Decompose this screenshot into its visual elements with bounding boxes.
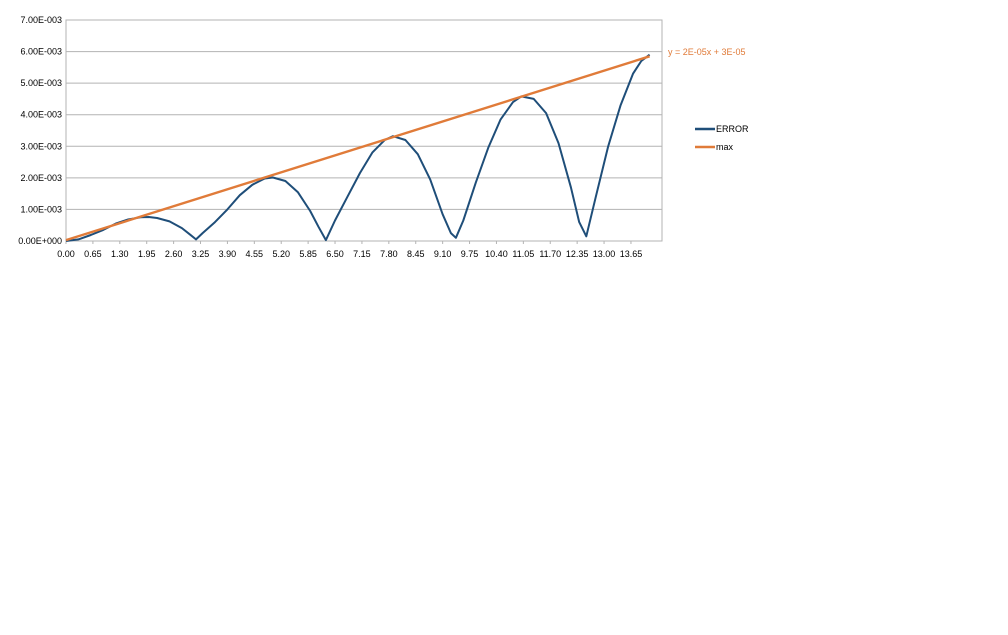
x-tick-label: 5.20 xyxy=(272,249,290,259)
plot-area xyxy=(65,19,663,242)
y-axis-tick-labels: 0.00E+000 1.00E-003 2.00E-003 3.00E-003 4.00… xyxy=(18,15,62,246)
series-line-error xyxy=(65,53,651,242)
legend-label: max xyxy=(716,142,734,152)
x-tick-label: 9.10 xyxy=(434,249,452,259)
annotations: y = 2E-05x + 3E-05 xyxy=(668,47,746,57)
legend-label: ERROR xyxy=(716,124,749,134)
x-tick-label: 1.30 xyxy=(111,249,129,259)
y-tick-label: 2.00E-003 xyxy=(20,173,62,183)
y-tick-label: 1.00E-003 xyxy=(20,204,62,214)
trendline-equation: y = 2E-05x + 3E-05 xyxy=(668,47,746,57)
y-tick-label: 6.00E-003 xyxy=(20,47,62,57)
x-tick-label: 12.35 xyxy=(566,249,589,259)
x-tick-label: 8.45 xyxy=(407,249,425,259)
x-tick-label: 13.65 xyxy=(620,249,643,259)
x-tick-label: 11.70 xyxy=(539,249,561,259)
y-tick-label: 4.00E-003 xyxy=(20,110,62,120)
x-tick-label: 0.00 xyxy=(57,249,75,259)
y-tick-label: 3.00E-003 xyxy=(20,141,62,151)
y-tick-label: 5.00E-003 xyxy=(20,78,62,88)
y-tick-label: 7.00E-003 xyxy=(20,15,62,25)
x-tick-label: 7.80 xyxy=(380,249,398,259)
y-tick-label: 0.00E+000 xyxy=(18,236,62,246)
x-tick-label: 1.95 xyxy=(138,249,156,259)
x-tick-label: 10.40 xyxy=(485,249,508,259)
x-tick-label: 0.65 xyxy=(84,249,102,259)
x-tick-label: 3.25 xyxy=(192,249,210,259)
x-axis-tick-labels: 0.00 0.65 1.30 1.95 2.60 3.25 3.90 4.55 5.20 5.85… xyxy=(57,241,642,259)
x-tick-label: 2.60 xyxy=(165,249,183,259)
legend: ERROR max xyxy=(695,124,749,152)
x-tick-label: 13.00 xyxy=(593,249,616,259)
x-tick-label: 6.50 xyxy=(326,249,344,259)
x-tick-label: 11.05 xyxy=(512,249,534,259)
x-tick-label: 7.15 xyxy=(353,249,371,259)
x-tick-label: 4.55 xyxy=(246,249,264,259)
x-tick-label: 5.85 xyxy=(299,249,317,259)
x-tick-label: 3.90 xyxy=(219,249,237,259)
series-line-max xyxy=(65,55,650,242)
series-lines xyxy=(65,53,651,242)
x-tick-label: 9.75 xyxy=(461,249,479,259)
